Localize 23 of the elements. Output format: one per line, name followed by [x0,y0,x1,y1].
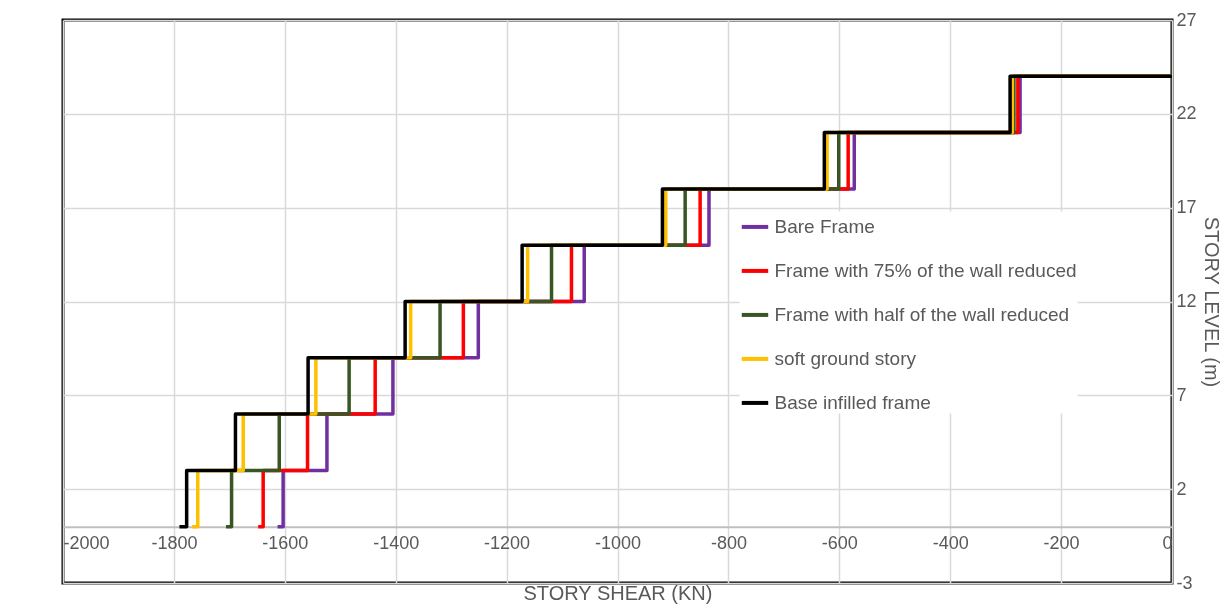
y-tick-label: 12 [1176,291,1197,311]
legend-label: Bare Frame [774,215,875,237]
x-tick-label: -1400 [373,533,420,554]
x-tick-label: -600 [821,533,858,554]
x-tick-label: -200 [1043,533,1080,554]
y-tick-label: 7 [1176,384,1187,405]
y-tick-label: 2 [1176,478,1187,499]
x-tick-label: -800 [710,533,747,554]
legend-label: soft ground story [774,347,917,369]
x-tick-label: -1200 [484,533,531,554]
y-tick-label: -3 [1176,572,1193,593]
x-tick-label: -400 [932,533,969,554]
y-tick-label: 22 [1176,103,1197,124]
x-tick-label: -1000 [594,533,642,554]
legend-label: Base infilled frame [774,391,931,413]
x-tick-label: -1600 [262,533,309,554]
x-axis-title: STORY SHEAR (KN) [523,581,713,604]
y-tick-label: 27 [1176,9,1197,30]
y-tick-label: 17 [1176,197,1197,218]
legend-label: Frame with half of the wall reduced [774,303,1070,325]
x-tick-label: -1800 [151,533,198,554]
y-axis-title: STORY LEVEL (m) [1200,216,1222,388]
legend-label: Frame with 75% of the wall reduced [774,259,1077,281]
